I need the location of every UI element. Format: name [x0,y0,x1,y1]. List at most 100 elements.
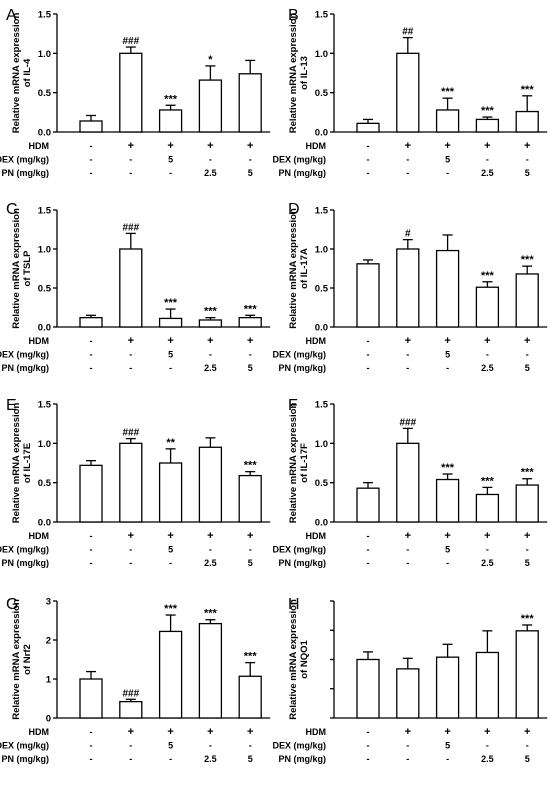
treatment-mark: - [367,141,370,151]
significance-label: *** [441,86,455,98]
treatment-row-label: PN (mg/kg) [1,363,49,373]
treatment-mark: - [249,545,252,555]
treatment-mark: - [367,363,370,373]
treatment-mark: - [90,141,93,151]
treatment-mark: + [247,140,253,152]
treatment-mark: 2.5 [481,754,494,764]
treatment-mark: - [367,531,370,541]
significance-label: ### [399,417,416,428]
treatment-mark: - [406,558,409,568]
y-axis-label: of Nrf2 [22,644,33,675]
treatment-mark: - [90,727,93,737]
significance-label: *** [481,475,495,487]
treatment-row-label: DEX (mg/kg) [272,350,326,360]
significance-label: *** [204,306,218,318]
treatment-mark: + [128,140,134,152]
treatment-mark: + [405,335,411,347]
treatment-mark: 2.5 [481,558,494,568]
treatment-mark: 2.5 [204,168,217,178]
treatment-mark: - [129,545,132,555]
treatment-mark: - [367,168,370,178]
significance-label: *** [521,254,535,266]
treatment-row-label: HDM [29,141,50,151]
y-tick-label: 0 [46,714,51,725]
treatment-mark: + [247,530,253,542]
y-tick-label: 0.0 [38,518,51,529]
y-axis-label: Relative mRNA expression [11,208,22,329]
treatment-mark: - [169,754,172,764]
y-axis-label: Relative mRNA expression [11,403,22,524]
treatment-mark: - [90,545,93,555]
bar [198,446,223,523]
treatment-row-label: PN (mg/kg) [1,168,49,178]
bar [435,478,460,523]
treatment-mark: 5 [168,155,173,165]
treatment-row-label: DEX (mg/kg) [0,545,49,555]
treatment-mark: 5 [445,545,450,555]
panel-letter: F [288,397,298,414]
treatment-mark: - [90,350,93,360]
y-tick-label: 1.0 [315,49,328,60]
treatment-mark: 2.5 [481,363,494,373]
treatment-mark: 5 [248,754,253,764]
bar [238,316,262,328]
y-tick-label: 0.0 [315,323,328,334]
bar [238,675,262,719]
y-tick-label: 0.5 [38,284,52,295]
significance-label: ### [122,36,139,47]
y-tick-label: 2 [46,636,51,647]
y-tick-label: 1 [46,675,52,686]
bar [356,487,380,523]
treatment-mark: 5 [168,741,173,751]
treatment-mark: + [128,726,134,738]
panel-letter: A [6,7,17,24]
treatment-row-label: HDM [29,531,50,541]
treatment-mark: 5 [525,558,530,568]
bar [396,442,420,523]
treatment-mark: - [169,558,172,568]
y-tick-label: 1.5 [38,206,52,217]
significance-label: # [405,229,411,240]
treatment-mark: - [249,155,252,165]
treatment-row-label: PN (mg/kg) [278,558,326,568]
treatment-mark: + [484,335,490,347]
treatment-mark: - [129,741,132,751]
treatment-mark: - [406,741,409,751]
treatment-mark: + [484,726,490,738]
y-tick-label: 1.0 [38,49,51,60]
bar [475,118,500,133]
bar [158,317,183,328]
treatment-mark: - [169,168,172,178]
treatment-mark: + [207,530,213,542]
y-tick-label: 0.0 [315,128,328,139]
panel-letter: C [6,201,18,218]
y-tick-label: 1.5 [315,400,329,411]
y-tick-label: 1.5 [38,10,52,21]
y-tick-label: 1.0 [38,439,51,450]
significance-label: *** [481,105,495,117]
bar [356,122,380,133]
bar [515,273,539,328]
significance-label: *** [164,297,178,309]
y-tick-label: 1.0 [315,439,328,450]
panel-letter: G [6,596,18,613]
treatment-mark: - [90,741,93,751]
treatment-mark: 2.5 [204,558,217,568]
treatment-mark: + [405,530,411,542]
bar [396,248,420,328]
treatment-mark: - [90,155,93,165]
treatment-mark: + [207,335,213,347]
treatment-mark: + [444,530,450,542]
y-axis-label: of IL-4 [22,58,33,87]
y-axis-label: Relative mRNA expression [288,599,299,720]
y-tick-label: 0.0 [38,128,51,139]
treatment-mark: + [524,335,530,347]
treatment-mark: - [367,741,370,751]
treatment-mark: 5 [168,545,173,555]
y-axis-label: of IL-13 [299,56,310,90]
bar [119,442,143,523]
y-tick-label: 1.5 [315,10,329,21]
treatment-row-label: PN (mg/kg) [278,363,326,373]
